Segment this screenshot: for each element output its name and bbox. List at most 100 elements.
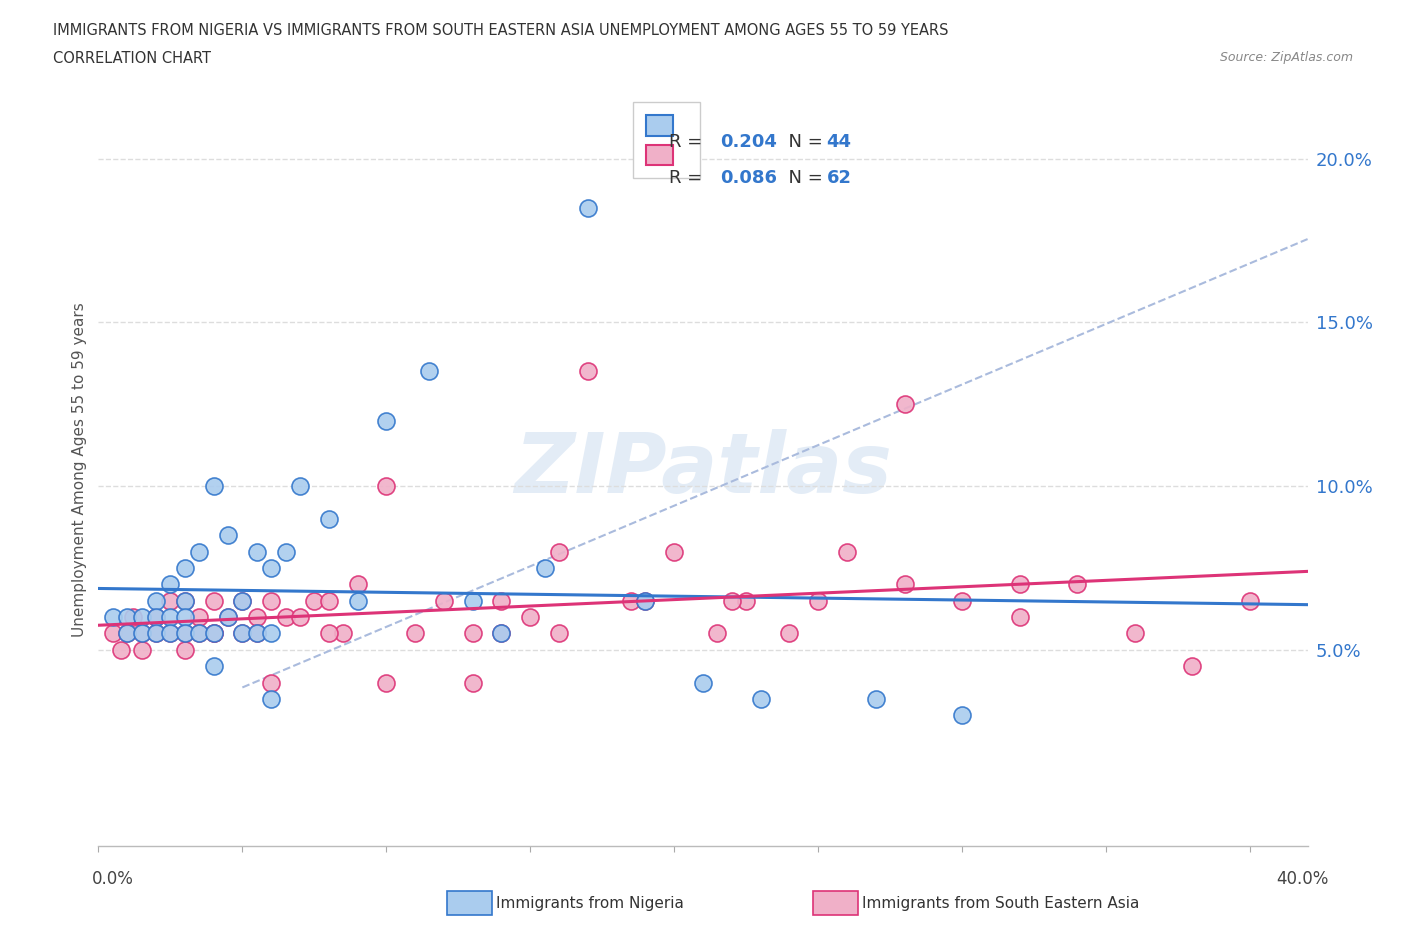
Point (692, 675, 714, 690)
Point (461, 675, 484, 690)
Point (735, 593, 758, 608)
Point (131, 626, 153, 641)
Point (461, 593, 484, 608)
Y-axis label: Unemployment Among Ages 55 to 59 years: Unemployment Among Ages 55 to 59 years (72, 302, 87, 637)
Point (101, 626, 124, 641)
Point (491, 626, 513, 641)
Point (173, 626, 195, 641)
Point (576, 364, 599, 379)
Point (202, 658, 225, 673)
Point (519, 609, 541, 624)
Point (202, 626, 225, 641)
Point (1008, 577, 1031, 591)
Legend: , : , (633, 102, 700, 178)
Point (115, 626, 138, 641)
Point (188, 609, 211, 624)
Point (1181, 658, 1204, 673)
Point (173, 643, 195, 658)
Point (231, 626, 253, 641)
Text: CORRELATION CHART: CORRELATION CHART (53, 51, 211, 66)
Point (231, 626, 253, 641)
Point (318, 512, 340, 526)
Point (375, 413, 398, 428)
Point (274, 544, 297, 559)
Point (893, 397, 915, 412)
Point (1066, 577, 1088, 591)
Point (375, 675, 398, 690)
Point (461, 626, 484, 641)
Point (1008, 609, 1031, 624)
Point (110, 643, 132, 658)
Point (173, 609, 195, 624)
Point (246, 544, 269, 559)
Text: Immigrants from South Eastern Asia: Immigrants from South Eastern Asia (862, 897, 1139, 911)
Point (950, 593, 973, 608)
Point (131, 643, 153, 658)
Text: 0.0%: 0.0% (91, 870, 134, 888)
Point (115, 626, 138, 641)
Point (145, 609, 167, 624)
Point (260, 561, 283, 576)
Point (217, 609, 239, 624)
Point (1239, 593, 1261, 608)
Point (304, 593, 326, 608)
Point (865, 692, 887, 707)
Point (433, 593, 456, 608)
Point (260, 675, 283, 690)
Point (548, 626, 571, 641)
Point (260, 593, 283, 608)
Point (634, 593, 657, 608)
Point (893, 577, 915, 591)
Point (260, 692, 283, 707)
Point (404, 626, 426, 641)
Point (159, 593, 181, 608)
Point (173, 626, 195, 641)
Text: 0.086: 0.086 (720, 168, 776, 187)
Point (159, 577, 181, 591)
Text: N =: N = (778, 133, 830, 151)
Point (173, 593, 195, 608)
Point (706, 626, 728, 641)
Point (246, 626, 269, 641)
Point (346, 593, 368, 608)
Text: R =: R = (669, 168, 709, 187)
Point (720, 593, 742, 608)
Text: 0.204: 0.204 (720, 133, 776, 151)
Point (260, 626, 283, 641)
Text: Source: ZipAtlas.com: Source: ZipAtlas.com (1219, 51, 1353, 64)
Point (145, 593, 167, 608)
Point (188, 544, 211, 559)
Point (188, 626, 211, 641)
Point (950, 708, 973, 723)
Point (145, 609, 167, 624)
Point (173, 593, 195, 608)
Point (217, 527, 239, 542)
Point (131, 626, 153, 641)
Text: ZIPatlas: ZIPatlas (515, 429, 891, 511)
Point (145, 626, 167, 641)
Point (131, 609, 153, 624)
Text: 62: 62 (827, 168, 852, 187)
Point (576, 200, 599, 215)
Point (188, 626, 211, 641)
Text: Immigrants from Nigeria: Immigrants from Nigeria (496, 897, 685, 911)
Point (101, 609, 124, 624)
Text: IMMIGRANTS FROM NIGERIA VS IMMIGRANTS FROM SOUTH EASTERN ASIA UNEMPLOYMENT AMONG: IMMIGRANTS FROM NIGERIA VS IMMIGRANTS FR… (53, 23, 949, 38)
Point (807, 593, 830, 608)
Point (159, 609, 181, 624)
Text: N =: N = (778, 168, 830, 187)
Point (375, 479, 398, 494)
Point (217, 609, 239, 624)
Point (231, 593, 253, 608)
Point (332, 626, 354, 641)
Text: R =: R = (669, 133, 709, 151)
Point (835, 544, 858, 559)
Point (115, 609, 138, 624)
Point (491, 593, 513, 608)
Point (288, 609, 311, 624)
Point (145, 626, 167, 641)
Point (159, 626, 181, 641)
Point (202, 626, 225, 641)
Point (173, 561, 195, 576)
Point (346, 577, 368, 591)
